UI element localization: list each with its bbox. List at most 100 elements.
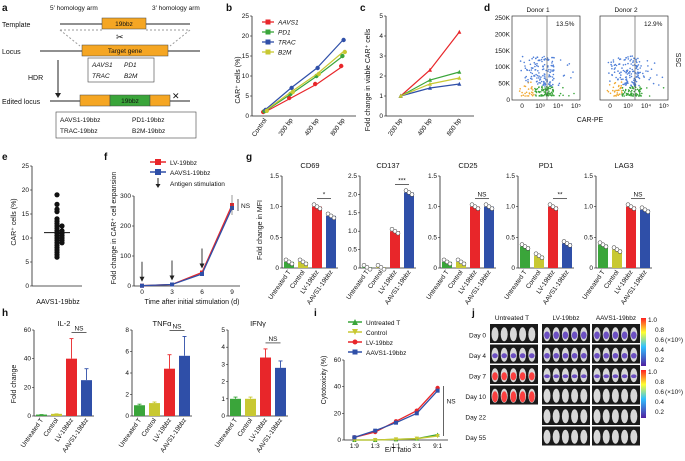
d-dot — [524, 92, 526, 95]
d-xtick-label: 10³ — [535, 103, 545, 110]
i-xtick-label: 1:9 — [350, 443, 359, 450]
d-dot — [532, 56, 535, 58]
d-dot — [640, 88, 642, 90]
d-dot — [628, 74, 631, 77]
h-bar — [245, 398, 256, 416]
d-dot — [619, 76, 622, 79]
d-dot — [630, 95, 632, 97]
b-xtick-label: 800 bp — [329, 117, 346, 138]
d-dot — [619, 87, 621, 90]
cross-2 — [169, 29, 191, 47]
d-dot — [530, 69, 533, 71]
j-signal — [594, 352, 600, 359]
d-dot — [624, 82, 627, 84]
d-dot — [620, 84, 623, 87]
j-signal — [510, 372, 517, 381]
d-dot — [609, 92, 612, 95]
d-dot — [542, 88, 545, 91]
d-dot — [623, 91, 626, 94]
e-point — [54, 201, 60, 207]
c-point — [457, 81, 462, 86]
j-scale2-4: 0.2 — [655, 409, 664, 416]
j-signal — [594, 331, 600, 339]
gene-trac: TRAC — [92, 73, 110, 80]
j-signal — [621, 331, 628, 339]
c-ytick-label: 2 — [379, 73, 383, 80]
edited-b2m: B2M-19bbz — [132, 128, 165, 135]
d-dot — [525, 91, 528, 94]
d-donor2: Donor 2 — [614, 7, 638, 14]
d-dot — [632, 87, 635, 90]
j-mouse — [571, 429, 579, 444]
d-dot — [648, 95, 651, 97]
d-dot — [656, 74, 658, 76]
d-dot — [633, 70, 635, 72]
d-dot — [642, 72, 644, 75]
edited-right — [149, 94, 171, 107]
j-signal — [492, 372, 498, 381]
j-signal — [519, 372, 526, 381]
d-dot — [544, 73, 546, 76]
b-point — [289, 85, 294, 91]
d-dot — [537, 70, 539, 72]
d-dot — [521, 55, 524, 58]
j-signal — [621, 352, 628, 359]
d-dot — [639, 92, 641, 95]
g-ytick-label: 0 — [275, 265, 279, 272]
d-dot — [618, 72, 621, 74]
f-ylabel: Fold change in CAR⁺ cell expansion — [111, 172, 118, 285]
d-dot — [622, 64, 625, 66]
h-ytick-label: 60 — [24, 327, 32, 334]
d-dot — [544, 88, 546, 91]
d-dot — [553, 69, 555, 71]
d-dot — [535, 57, 537, 60]
d-dot — [527, 95, 530, 97]
d-dot — [547, 66, 549, 68]
d-dot — [532, 92, 534, 94]
g-bar — [562, 243, 572, 268]
h-ytick-label: 2 — [221, 379, 225, 386]
b-series-line — [264, 39, 344, 111]
g-ylabel: Fold change in MFI — [257, 200, 264, 260]
d-dot — [612, 59, 615, 61]
edited-pd1: PD1-19bbz — [132, 117, 165, 124]
j-mouse — [602, 409, 610, 424]
d-dot — [611, 74, 613, 77]
d-dot — [551, 79, 554, 81]
g-bar — [612, 249, 622, 268]
d-dot — [612, 61, 615, 63]
d-dot — [637, 71, 639, 74]
d-dot — [544, 91, 547, 94]
d-dot — [625, 92, 628, 95]
i-point — [435, 388, 440, 393]
h-sig-label: NS — [74, 326, 84, 333]
d-dot — [627, 93, 629, 95]
c-ylabel: Fold change in viable CAR⁺ cells — [365, 28, 372, 131]
d-xtick-label: 0 — [520, 103, 524, 110]
b-legend-label: AAVS1 — [277, 20, 299, 27]
d-dot — [531, 94, 534, 97]
d-dot — [535, 80, 538, 83]
d-dot — [629, 55, 632, 58]
j-signal — [612, 352, 619, 359]
j-signal — [603, 331, 609, 339]
j-signal — [519, 353, 526, 359]
j-signal — [544, 331, 550, 339]
b-point — [290, 89, 295, 95]
edited-insert-label: 19bbz — [121, 98, 139, 105]
d-dot — [548, 74, 551, 77]
d-dot — [620, 71, 622, 73]
target-gene-box — [81, 44, 169, 57]
h-ytick-label: 4 — [221, 344, 225, 351]
f-ns-label: NS — [241, 203, 251, 210]
i-legend: Untreated T Control LV-19bbz AAVS1-19bbz — [348, 319, 406, 357]
e-ytick-label: 10 — [22, 235, 30, 242]
d-ytick-label: 200K — [495, 31, 511, 38]
g-ytick-label: 0.5 — [506, 234, 515, 241]
d-dot — [633, 57, 635, 60]
j-scale1-4: 0.2 — [655, 357, 664, 364]
e-xlabel: AAVS1-19bbz — [36, 299, 80, 306]
i-legend-mark-control — [352, 329, 358, 335]
g-sig-label: * — [323, 192, 326, 199]
h-bar — [149, 403, 160, 416]
